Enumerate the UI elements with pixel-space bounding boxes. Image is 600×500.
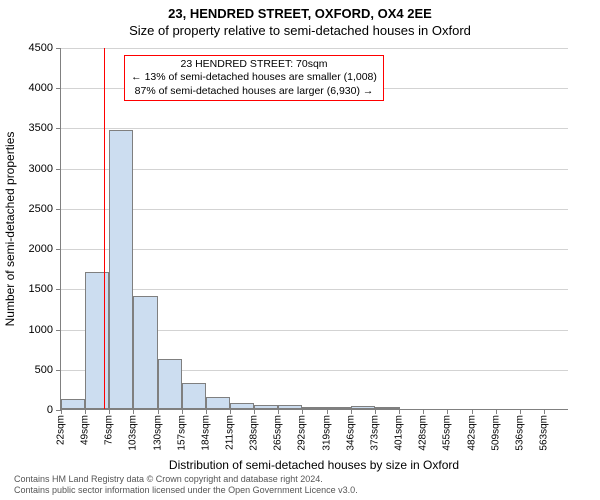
y-tick-label: 4500 — [29, 42, 53, 54]
histogram-bar — [109, 130, 133, 409]
histogram-bar — [351, 406, 375, 409]
y-tick — [56, 169, 61, 170]
histogram-bar — [133, 296, 157, 409]
annotation-box: 23 HENDRED STREET: 70sqm← 13% of semi-de… — [124, 55, 384, 100]
y-tick — [56, 249, 61, 250]
gridline-h — [61, 209, 568, 210]
y-tick — [56, 209, 61, 210]
x-tick — [399, 409, 400, 414]
x-tick — [254, 409, 255, 414]
x-tick-label: 536sqm — [514, 415, 525, 451]
x-tick-label: 157sqm — [176, 415, 187, 451]
x-tick-label: 76sqm — [104, 415, 115, 445]
x-tick — [85, 409, 86, 414]
histogram-bar — [230, 403, 254, 409]
x-tick-label: 319sqm — [321, 415, 332, 451]
x-tick — [472, 409, 473, 414]
y-tick-label: 500 — [35, 364, 53, 376]
x-tick-label: 238sqm — [249, 415, 260, 451]
annotation-line: 87% of semi-detached houses are larger (… — [131, 85, 377, 98]
x-tick-label: 130sqm — [152, 415, 163, 451]
y-tick — [56, 48, 61, 49]
footer-line1: Contains HM Land Registry data © Crown c… — [14, 474, 358, 485]
x-tick — [520, 409, 521, 414]
footer-attribution: Contains HM Land Registry data © Crown c… — [14, 474, 358, 496]
gridline-h — [61, 169, 568, 170]
annotation-line: ← 13% of semi-detached houses are smalle… — [131, 71, 377, 84]
histogram-bar — [254, 405, 278, 409]
histogram-bar — [158, 359, 182, 409]
x-tick — [278, 409, 279, 414]
x-tick — [230, 409, 231, 414]
x-tick — [496, 409, 497, 414]
x-tick-label: 211sqm — [225, 415, 236, 450]
histogram-bar — [182, 383, 206, 409]
histogram-bar — [302, 407, 326, 409]
x-tick — [327, 409, 328, 414]
x-tick-label: 184sqm — [200, 415, 211, 451]
y-tick — [56, 370, 61, 371]
y-tick — [56, 289, 61, 290]
x-tick-label: 22sqm — [56, 415, 67, 445]
annotation-line: 23 HENDRED STREET: 70sqm — [131, 58, 377, 71]
marker-line — [104, 48, 105, 409]
y-tick-label: 1500 — [29, 283, 53, 295]
gridline-h — [61, 128, 568, 129]
plot-area: 05001000150020002500300035004000450022sq… — [60, 48, 568, 410]
x-tick-label: 103sqm — [128, 415, 139, 451]
y-tick-label: 1000 — [29, 324, 53, 336]
gridline-h — [61, 289, 568, 290]
title-block: 23, HENDRED STREET, OXFORD, OX4 2EE Size… — [0, 6, 600, 38]
y-tick — [56, 88, 61, 89]
y-tick — [56, 128, 61, 129]
histogram-bar — [61, 399, 85, 409]
chart-title-line1: 23, HENDRED STREET, OXFORD, OX4 2EE — [0, 6, 600, 21]
y-tick-label: 2500 — [29, 203, 53, 215]
gridline-h — [61, 249, 568, 250]
histogram-bar — [206, 397, 230, 409]
x-tick-label: 428sqm — [418, 415, 429, 451]
x-tick — [206, 409, 207, 414]
x-tick-label: 482sqm — [466, 415, 477, 451]
x-tick-label: 563sqm — [538, 415, 549, 451]
gridline-h — [61, 48, 568, 49]
y-axis-title: Number of semi-detached properties — [3, 132, 17, 327]
footer-line2: Contains public sector information licen… — [14, 485, 358, 496]
y-tick-label: 2000 — [29, 243, 53, 255]
histogram-bar — [278, 405, 302, 409]
x-tick — [375, 409, 376, 414]
x-tick-label: 509sqm — [490, 415, 501, 451]
x-tick-label: 49sqm — [80, 415, 91, 445]
chart-title-line2: Size of property relative to semi-detach… — [0, 23, 600, 38]
x-axis-title: Distribution of semi-detached houses by … — [60, 458, 568, 472]
x-tick-label: 265sqm — [273, 415, 284, 451]
histogram-bar — [375, 407, 400, 409]
histogram-bar — [85, 272, 109, 409]
y-tick-label: 3000 — [29, 163, 53, 175]
histogram-bar — [327, 407, 351, 409]
y-tick-label: 3500 — [29, 122, 53, 134]
chart-container: 23, HENDRED STREET, OXFORD, OX4 2EE Size… — [0, 0, 600, 500]
x-tick — [133, 409, 134, 414]
x-tick-label: 401sqm — [394, 415, 405, 451]
x-tick — [351, 409, 352, 414]
x-tick — [61, 409, 62, 414]
y-tick-label: 0 — [47, 404, 53, 416]
x-tick — [109, 409, 110, 414]
x-tick-label: 455sqm — [442, 415, 453, 451]
y-tick-label: 4000 — [29, 82, 53, 94]
x-tick-label: 292sqm — [297, 415, 308, 451]
x-tick-label: 346sqm — [345, 415, 356, 451]
x-tick — [423, 409, 424, 414]
y-tick — [56, 330, 61, 331]
x-tick — [158, 409, 159, 414]
x-tick — [302, 409, 303, 414]
x-tick — [447, 409, 448, 414]
x-tick-label: 373sqm — [369, 415, 380, 451]
x-tick — [544, 409, 545, 414]
x-tick — [182, 409, 183, 414]
